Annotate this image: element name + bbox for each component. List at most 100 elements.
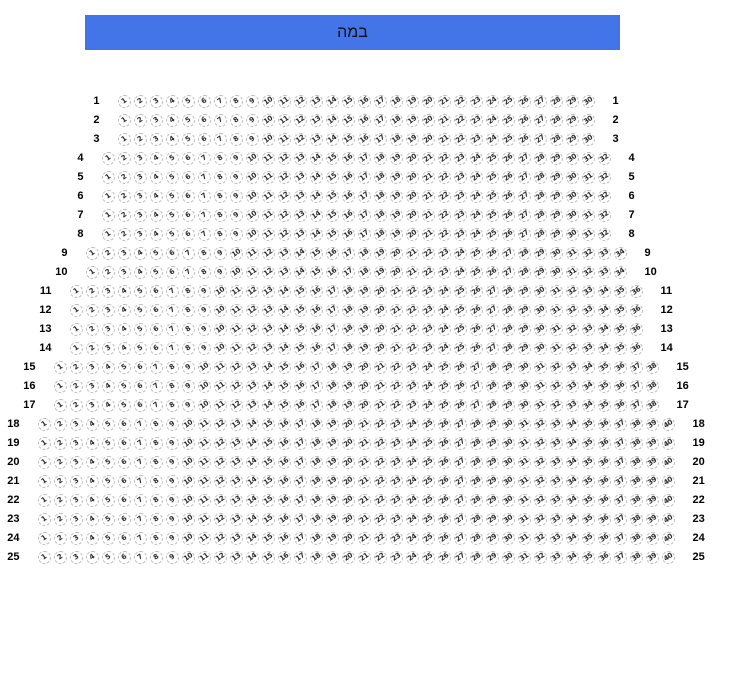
seat[interactable]: 6 — [149, 304, 163, 317]
seat[interactable]: 10 — [181, 475, 195, 488]
seat[interactable]: 30 — [565, 209, 579, 222]
seat[interactable]: 16 — [309, 304, 323, 317]
seat[interactable]: 26 — [501, 209, 515, 222]
seat[interactable]: 39 — [645, 475, 659, 488]
seat[interactable]: 19 — [389, 152, 403, 165]
seat[interactable]: 27 — [533, 95, 547, 108]
seat[interactable]: 16 — [277, 475, 291, 488]
seat[interactable]: 10 — [181, 551, 195, 564]
seat[interactable]: 9 — [245, 95, 259, 108]
seat[interactable]: 1 — [69, 323, 83, 336]
seat[interactable]: 33 — [549, 513, 563, 526]
seat[interactable]: 3 — [133, 152, 147, 165]
seat[interactable]: 6 — [197, 114, 211, 127]
seat[interactable]: 17 — [293, 437, 307, 450]
seat[interactable]: 12 — [245, 323, 259, 336]
seat[interactable]: 23 — [453, 228, 467, 241]
seat[interactable]: 19 — [357, 342, 371, 355]
seat[interactable]: 23 — [421, 342, 435, 355]
seat[interactable]: 19 — [373, 266, 387, 279]
seat[interactable]: 35 — [597, 361, 611, 374]
seat[interactable]: 16 — [277, 418, 291, 431]
seat[interactable]: 19 — [325, 513, 339, 526]
seat[interactable]: 27 — [485, 323, 499, 336]
seat[interactable]: 11 — [229, 304, 243, 317]
seat[interactable]: 1 — [117, 114, 131, 127]
seat[interactable]: 1 — [53, 399, 67, 412]
seat[interactable]: 12 — [213, 551, 227, 564]
seat[interactable]: 9 — [213, 247, 227, 260]
seat[interactable]: 21 — [421, 209, 435, 222]
seat[interactable]: 23 — [405, 361, 419, 374]
seat[interactable]: 3 — [85, 361, 99, 374]
seat[interactable]: 35 — [581, 418, 595, 431]
seat[interactable]: 8 — [165, 399, 179, 412]
seat[interactable]: 19 — [389, 171, 403, 184]
seat[interactable]: 15 — [293, 285, 307, 298]
seat[interactable]: 25 — [501, 95, 515, 108]
seat[interactable]: 1 — [85, 247, 99, 260]
seat[interactable]: 9 — [229, 209, 243, 222]
seat[interactable]: 21 — [389, 304, 403, 317]
seat[interactable]: 15 — [293, 342, 307, 355]
seat[interactable]: 13 — [245, 399, 259, 412]
seat[interactable]: 28 — [485, 399, 499, 412]
seat[interactable]: 19 — [405, 95, 419, 108]
seat[interactable]: 32 — [565, 323, 579, 336]
seat[interactable]: 24 — [405, 551, 419, 564]
seat[interactable]: 7 — [197, 152, 211, 165]
seat[interactable]: 29 — [501, 380, 515, 393]
seat[interactable]: 1 — [69, 342, 83, 355]
seat[interactable]: 16 — [293, 380, 307, 393]
seat[interactable]: 24 — [485, 114, 499, 127]
seat[interactable]: 21 — [357, 418, 371, 431]
seat[interactable]: 6 — [165, 247, 179, 260]
seat[interactable]: 22 — [373, 532, 387, 545]
seat[interactable]: 39 — [645, 532, 659, 545]
seat[interactable]: 32 — [533, 551, 547, 564]
seat[interactable]: 25 — [437, 380, 451, 393]
seat[interactable]: 31 — [581, 171, 595, 184]
seat[interactable]: 16 — [277, 551, 291, 564]
seat[interactable]: 16 — [277, 437, 291, 450]
seat[interactable]: 27 — [453, 456, 467, 469]
seat[interactable]: 9 — [165, 475, 179, 488]
seat[interactable]: 31 — [517, 494, 531, 507]
seat[interactable]: 12 — [213, 437, 227, 450]
seat[interactable]: 32 — [533, 456, 547, 469]
seat[interactable]: 8 — [181, 304, 195, 317]
seat[interactable]: 12 — [229, 361, 243, 374]
seat[interactable]: 22 — [373, 475, 387, 488]
seat[interactable]: 9 — [245, 133, 259, 146]
seat[interactable]: 20 — [421, 133, 435, 146]
seat[interactable]: 25 — [421, 437, 435, 450]
seat[interactable]: 31 — [581, 190, 595, 203]
seat[interactable]: 30 — [501, 532, 515, 545]
seat[interactable]: 1 — [101, 190, 115, 203]
seat[interactable]: 17 — [293, 494, 307, 507]
seat[interactable]: 13 — [229, 513, 243, 526]
seat[interactable]: 39 — [645, 551, 659, 564]
seat[interactable]: 30 — [501, 437, 515, 450]
seat[interactable]: 37 — [613, 494, 627, 507]
seat[interactable]: 29 — [517, 323, 531, 336]
seat[interactable]: 25 — [421, 456, 435, 469]
seat[interactable]: 8 — [213, 190, 227, 203]
seat[interactable]: 12 — [213, 418, 227, 431]
seat[interactable]: 22 — [389, 361, 403, 374]
seat[interactable]: 19 — [341, 361, 355, 374]
seat[interactable]: 31 — [517, 456, 531, 469]
seat[interactable]: 5 — [117, 361, 131, 374]
seat[interactable]: 18 — [325, 361, 339, 374]
seat[interactable]: 26 — [485, 266, 499, 279]
seat[interactable]: 13 — [293, 171, 307, 184]
seat[interactable]: 9 — [229, 152, 243, 165]
seat[interactable]: 23 — [469, 114, 483, 127]
seat[interactable]: 36 — [629, 304, 643, 317]
seat[interactable]: 18 — [309, 551, 323, 564]
seat[interactable]: 25 — [501, 114, 515, 127]
seat[interactable]: 2 — [53, 494, 67, 507]
seat[interactable]: 10 — [261, 114, 275, 127]
seat[interactable]: 3 — [69, 418, 83, 431]
seat[interactable]: 27 — [485, 342, 499, 355]
